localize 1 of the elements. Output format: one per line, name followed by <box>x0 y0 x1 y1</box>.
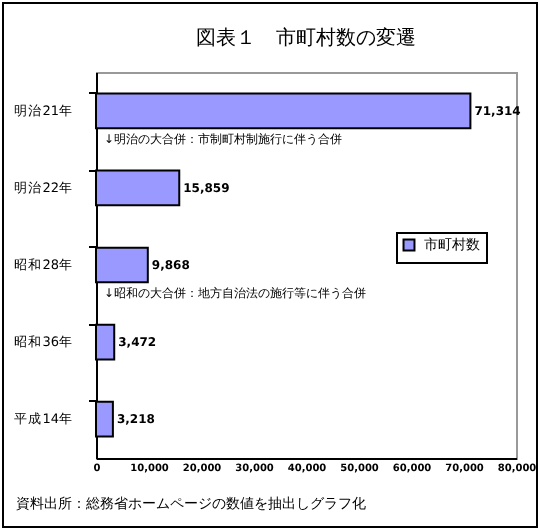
chart-title: 図表１ 市町村数の変遷 <box>196 26 416 50</box>
